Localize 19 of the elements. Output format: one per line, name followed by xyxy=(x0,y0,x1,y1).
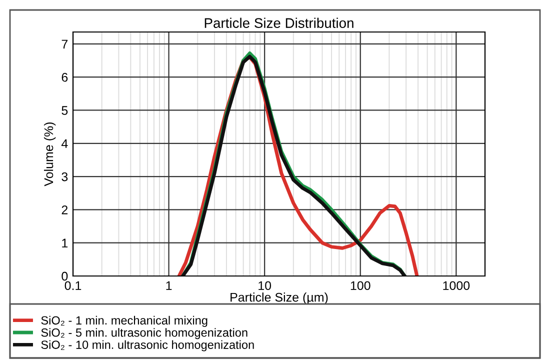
legend-label: SiO₂ - 1 min. mechanical mixing xyxy=(41,316,208,327)
y-tick-label: 5 xyxy=(62,106,68,115)
x-tick-label: 0.1 xyxy=(64,281,82,290)
chart-title: Particle Size Distribution xyxy=(204,18,354,28)
x-tick-label: 1000 xyxy=(443,281,470,290)
y-tick-label: 1 xyxy=(62,238,68,248)
y-tick-label: 2 xyxy=(62,205,68,214)
x-axis-title: Particle Size (µm) xyxy=(230,292,328,304)
x-tick-label: 10 xyxy=(258,281,272,290)
y-axis-title: Volume (%) xyxy=(44,122,56,186)
y-tick-label: 3 xyxy=(62,172,68,182)
y-tick-label: 0 xyxy=(62,272,68,281)
x-tick-label: 1 xyxy=(166,281,172,290)
y-tick-label: 7 xyxy=(62,40,68,48)
x-tick-label: 100 xyxy=(350,281,370,290)
y-tick-label: 4 xyxy=(61,139,68,148)
y-tick-label: 6 xyxy=(62,72,68,82)
legend-label: SiO₂ - 10 min. ultrasonic homogenization xyxy=(41,340,254,352)
legend-label: SiO₂ - 5 min. ultrasonic homogenization xyxy=(41,328,248,340)
